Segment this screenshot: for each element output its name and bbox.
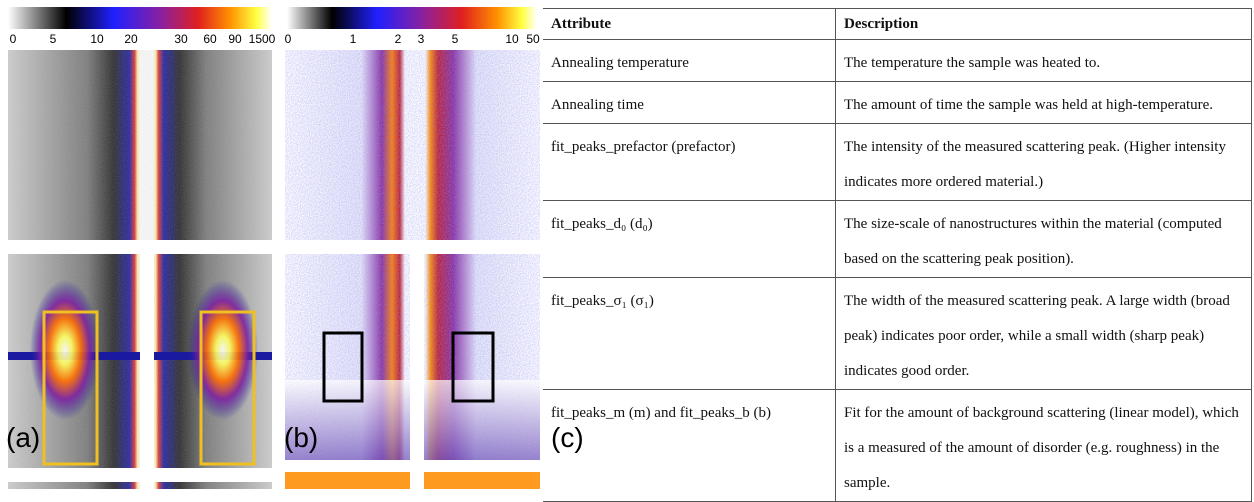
- colorbar-tick: 10: [505, 32, 518, 46]
- colorbar: [8, 7, 272, 29]
- colorbar-tick: 20: [124, 32, 137, 46]
- description-cell: The intensity of the measured scattering…: [836, 124, 1252, 201]
- attribute-cell: fit_peaks_d₀ (d₀): [543, 201, 836, 278]
- colorbar-tick: 5: [452, 32, 459, 46]
- colorbar-tick: 30: [174, 32, 187, 46]
- colorbar-tick: 50: [526, 32, 539, 46]
- attribute-cell: Annealing temperature: [543, 40, 836, 82]
- description-cell: The amount of time the sample was held a…: [836, 82, 1252, 124]
- attribute-cell: Annealing time: [543, 82, 836, 124]
- panel-label: (b): [284, 422, 318, 454]
- description-cell: The size-scale of nanostructures within …: [836, 201, 1252, 278]
- attribute-cell: fit_peaks_m (m) and fit_peaks_b (b): [543, 390, 836, 502]
- description-cell: The temperature the sample was heated to…: [836, 40, 1252, 82]
- attribute-table: Attribute Description Annealing temperat…: [543, 8, 1252, 502]
- colorbar-tick: 3: [418, 32, 425, 46]
- scattering-image-a: [8, 50, 272, 489]
- colorbar-tick: 1: [350, 32, 357, 46]
- attribute-cell: fit_peaks_σ₁ (σ₁): [543, 278, 836, 390]
- colorbar-tick: 0: [285, 32, 292, 46]
- table-row: fit_peaks_σ₁ (σ₁)The width of the measur…: [543, 278, 1252, 390]
- scattering-image-b: [285, 50, 540, 489]
- colorbar-tick: 2: [395, 32, 402, 46]
- colorbar: [287, 7, 537, 29]
- attribute-cell: fit_peaks_prefactor (prefactor): [543, 124, 836, 201]
- description-cell: Fit for the amount of background scatter…: [836, 390, 1252, 502]
- column-header: Attribute: [543, 9, 836, 40]
- page: 0 5 10 20 30 60 90 1500 0 1 2 3 5 10 50 …: [0, 0, 1254, 489]
- description-cell: The width of the measured scattering pea…: [836, 278, 1252, 390]
- table-row: fit_peaks_m (m) and fit_peaks_b (b)Fit f…: [543, 390, 1252, 502]
- colorbar-tick: 5: [50, 32, 57, 46]
- table-row: fit_peaks_prefactor (prefactor)The inten…: [543, 124, 1252, 201]
- panel-label: (a): [6, 422, 40, 454]
- colorbar-tick: 1500: [249, 32, 276, 46]
- colorbar-tick: 0: [10, 32, 17, 46]
- column-header: Description: [836, 9, 1252, 40]
- table-row: fit_peaks_d₀ (d₀)The size-scale of nanos…: [543, 201, 1252, 278]
- colorbar-tick: 10: [90, 32, 103, 46]
- colorbar-tick: 60: [203, 32, 216, 46]
- colorbar-tick: 90: [228, 32, 241, 46]
